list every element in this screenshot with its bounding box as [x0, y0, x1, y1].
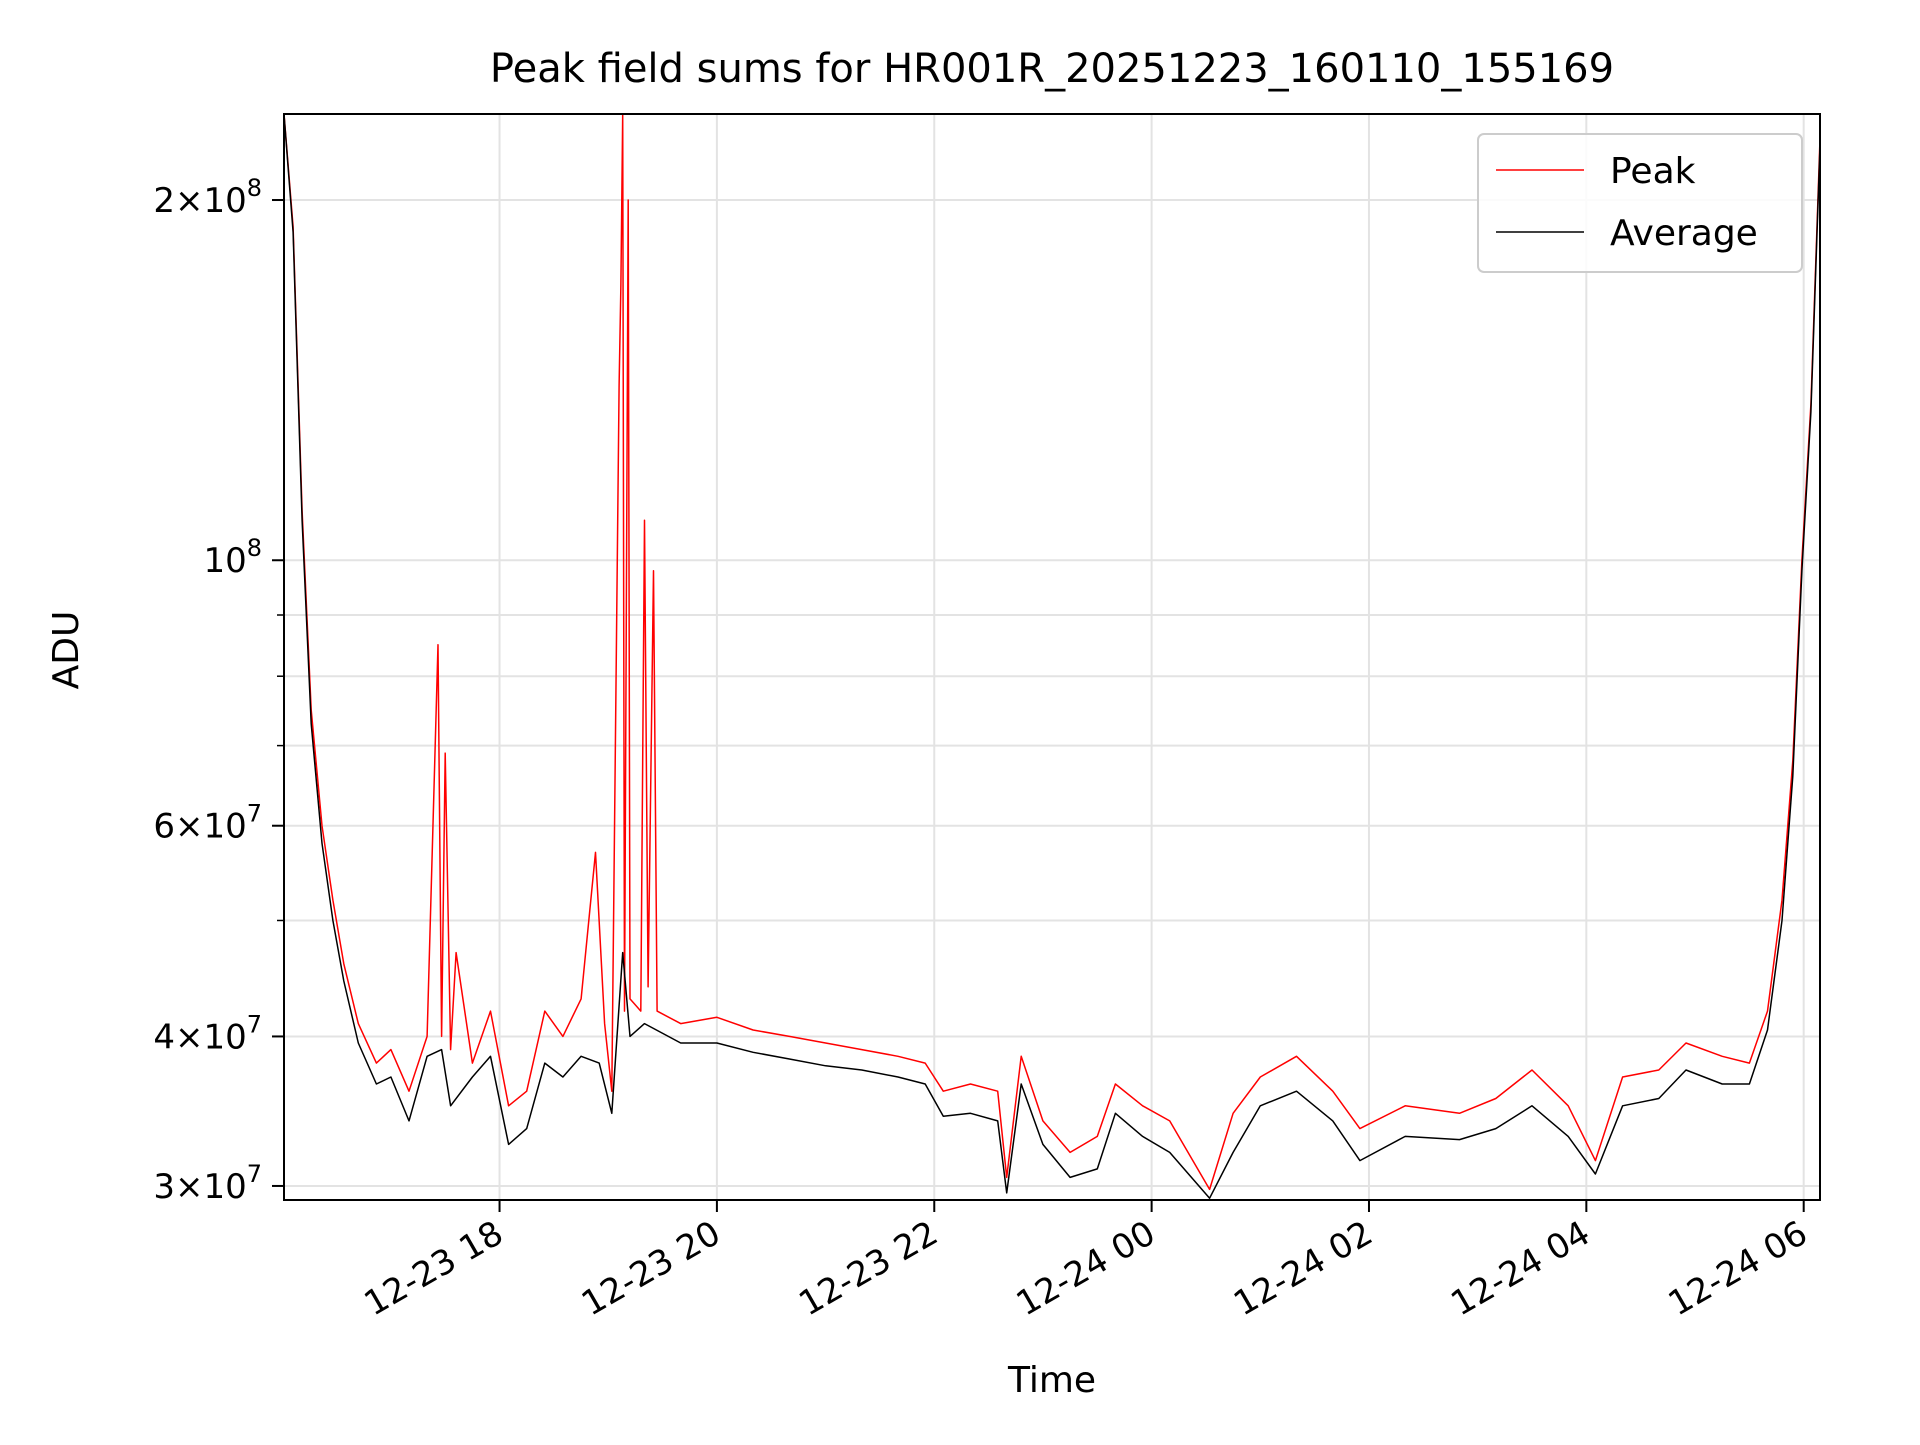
series-line-average	[283, 113, 1821, 1199]
legend-peak-label: Peak	[1610, 151, 1696, 192]
grid-layer	[284, 114, 1820, 1200]
plot-background	[284, 114, 1820, 1200]
y-axis-label: ADU	[46, 611, 87, 690]
series-line-peak	[283, 113, 1821, 1191]
y-tick-label: 3×107	[153, 1160, 262, 1207]
y-tick-label: 2×108	[153, 174, 262, 221]
x-axis-label: Time	[1007, 1360, 1096, 1401]
y-tick-label: 4×107	[153, 1010, 262, 1057]
legend-average-label: Average	[1610, 213, 1758, 254]
legend: Peak Average	[1477, 133, 1803, 273]
y-tick-label: 108	[203, 534, 262, 581]
plot-frame	[283, 113, 1821, 1201]
legend-frame	[1477, 133, 1803, 273]
y-tick-label: 6×107	[153, 800, 262, 847]
chart-title: Peak field sums for HR001R_20251223_1601…	[490, 46, 1614, 92]
series-layer	[283, 113, 1821, 1199]
